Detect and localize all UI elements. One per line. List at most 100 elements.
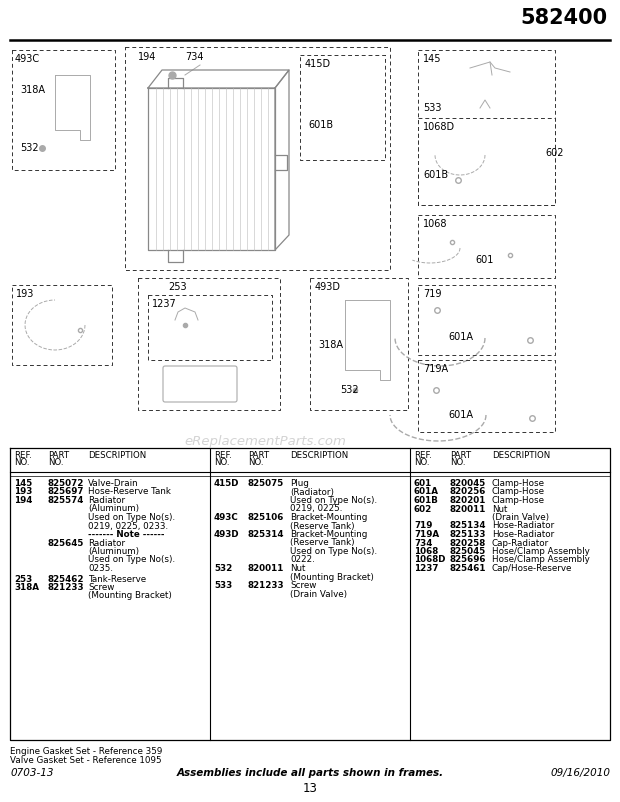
Text: (Aluminum): (Aluminum) bbox=[88, 547, 139, 556]
Text: Hose-Reserve Tank: Hose-Reserve Tank bbox=[88, 488, 171, 496]
Text: 825696: 825696 bbox=[450, 556, 487, 565]
Text: DESCRIPTION: DESCRIPTION bbox=[290, 451, 348, 460]
Text: 820011: 820011 bbox=[450, 504, 486, 513]
Text: Used on Type No(s).: Used on Type No(s). bbox=[88, 556, 175, 565]
Text: Clamp-Hose: Clamp-Hose bbox=[492, 496, 545, 505]
Text: 532: 532 bbox=[214, 564, 232, 573]
Text: 734: 734 bbox=[414, 538, 432, 548]
Text: 318A: 318A bbox=[318, 340, 343, 350]
Text: Clamp-Hose: Clamp-Hose bbox=[492, 488, 545, 496]
Text: (Reserve Tank): (Reserve Tank) bbox=[290, 538, 355, 548]
Text: 1068: 1068 bbox=[423, 219, 448, 229]
Text: REF.: REF. bbox=[214, 451, 232, 460]
Text: 253: 253 bbox=[168, 282, 187, 292]
Text: 1068D: 1068D bbox=[423, 122, 455, 132]
Text: 734: 734 bbox=[185, 52, 203, 62]
Text: 1237: 1237 bbox=[414, 564, 438, 573]
Text: 318A: 318A bbox=[20, 85, 45, 95]
Text: Hose/Clamp Assembly: Hose/Clamp Assembly bbox=[492, 547, 590, 556]
Text: 821233: 821233 bbox=[48, 583, 84, 592]
Text: Screw: Screw bbox=[88, 583, 114, 592]
Text: 0235.: 0235. bbox=[88, 564, 113, 573]
Text: 825461: 825461 bbox=[450, 564, 487, 573]
Text: 820201: 820201 bbox=[450, 496, 486, 505]
Text: Used on Type No(s).: Used on Type No(s). bbox=[290, 496, 377, 505]
Text: 601: 601 bbox=[414, 479, 432, 488]
Text: Used on Type No(s).: Used on Type No(s). bbox=[290, 547, 377, 556]
Text: (Drain Valve): (Drain Valve) bbox=[492, 513, 549, 522]
Text: (Mounting Bracket): (Mounting Bracket) bbox=[88, 592, 172, 601]
Text: 1237: 1237 bbox=[152, 299, 177, 309]
Text: 719A: 719A bbox=[414, 530, 439, 539]
Text: DESCRIPTION: DESCRIPTION bbox=[492, 451, 551, 460]
Text: 0703-13: 0703-13 bbox=[10, 768, 53, 778]
Text: 0219, 0225.: 0219, 0225. bbox=[290, 504, 342, 513]
Text: Engine Gasket Set - Reference 359: Engine Gasket Set - Reference 359 bbox=[10, 747, 162, 756]
Text: 493C: 493C bbox=[214, 513, 239, 522]
Text: Cap-Radiator: Cap-Radiator bbox=[492, 538, 549, 548]
Text: 821233: 821233 bbox=[248, 581, 285, 590]
Text: 415D: 415D bbox=[305, 59, 331, 69]
Text: Tank-Reserve: Tank-Reserve bbox=[88, 574, 146, 584]
Text: Cap/Hose-Reserve: Cap/Hose-Reserve bbox=[492, 564, 572, 573]
Text: 194: 194 bbox=[14, 496, 32, 505]
Text: NO.: NO. bbox=[450, 458, 466, 467]
Text: 09/16/2010: 09/16/2010 bbox=[550, 768, 610, 778]
Text: 825645: 825645 bbox=[48, 538, 84, 548]
Text: 820011: 820011 bbox=[248, 564, 285, 573]
Text: 820256: 820256 bbox=[450, 488, 486, 496]
Text: 194: 194 bbox=[138, 52, 156, 62]
Text: 532: 532 bbox=[20, 143, 38, 153]
Text: (Reserve Tank): (Reserve Tank) bbox=[290, 521, 355, 530]
Text: Bracket-Mounting: Bracket-Mounting bbox=[290, 513, 368, 522]
Text: Valve-Drain: Valve-Drain bbox=[88, 479, 139, 488]
Text: Clamp-Hose: Clamp-Hose bbox=[492, 479, 545, 488]
Text: (Aluminum): (Aluminum) bbox=[88, 504, 139, 513]
Text: 13: 13 bbox=[303, 782, 317, 795]
Text: 825134: 825134 bbox=[450, 521, 487, 530]
Text: Valve Gasket Set - Reference 1095: Valve Gasket Set - Reference 1095 bbox=[10, 756, 162, 765]
Text: 493C: 493C bbox=[15, 54, 40, 64]
Text: 193: 193 bbox=[14, 488, 32, 496]
Text: 719A: 719A bbox=[423, 364, 448, 374]
Text: DESCRIPTION: DESCRIPTION bbox=[88, 451, 146, 460]
Text: 602: 602 bbox=[545, 148, 564, 158]
Text: 820258: 820258 bbox=[450, 538, 486, 548]
Text: 1068D: 1068D bbox=[414, 556, 446, 565]
Text: 145: 145 bbox=[423, 54, 441, 64]
Text: Hose/Clamp Assembly: Hose/Clamp Assembly bbox=[492, 556, 590, 565]
Text: 532: 532 bbox=[340, 385, 358, 395]
Text: Used on Type No(s).: Used on Type No(s). bbox=[88, 513, 175, 522]
Text: 601A: 601A bbox=[448, 410, 473, 420]
Text: 820045: 820045 bbox=[450, 479, 486, 488]
Text: 719: 719 bbox=[414, 521, 432, 530]
Text: NO.: NO. bbox=[214, 458, 229, 467]
Text: REF.: REF. bbox=[14, 451, 32, 460]
Text: 1068: 1068 bbox=[414, 547, 438, 556]
Text: NO.: NO. bbox=[414, 458, 430, 467]
Text: 533: 533 bbox=[214, 581, 232, 590]
Text: 582400: 582400 bbox=[521, 8, 608, 28]
Text: Plug: Plug bbox=[290, 479, 309, 488]
Text: (Mounting Bracket): (Mounting Bracket) bbox=[290, 573, 374, 581]
Text: 601: 601 bbox=[475, 255, 494, 265]
Text: 825106: 825106 bbox=[248, 513, 285, 522]
Text: 825462: 825462 bbox=[48, 574, 84, 584]
Text: 193: 193 bbox=[16, 289, 34, 299]
Text: 825075: 825075 bbox=[248, 479, 284, 488]
Text: (Radiator): (Radiator) bbox=[290, 488, 334, 496]
Text: 601B: 601B bbox=[414, 496, 439, 505]
Text: Hose-Radiator: Hose-Radiator bbox=[492, 530, 554, 539]
Text: 0219, 0225, 0233.: 0219, 0225, 0233. bbox=[88, 521, 168, 530]
Text: 601B: 601B bbox=[423, 170, 448, 180]
Text: 533: 533 bbox=[423, 103, 441, 113]
Text: 825133: 825133 bbox=[450, 530, 487, 539]
Text: REF.: REF. bbox=[414, 451, 432, 460]
Text: PART: PART bbox=[48, 451, 69, 460]
Text: 493D: 493D bbox=[315, 282, 341, 292]
Text: 825072: 825072 bbox=[48, 479, 84, 488]
Text: Hose-Radiator: Hose-Radiator bbox=[492, 521, 554, 530]
Text: 825045: 825045 bbox=[450, 547, 486, 556]
Text: 0222.: 0222. bbox=[290, 556, 315, 565]
Text: NO.: NO. bbox=[48, 458, 63, 467]
